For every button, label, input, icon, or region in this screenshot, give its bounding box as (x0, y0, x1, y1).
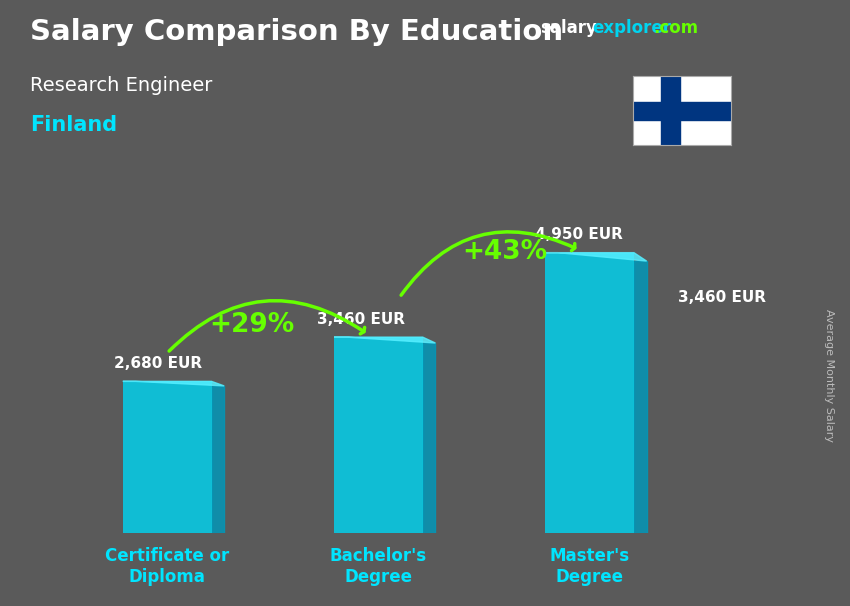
Text: 3,460 EUR: 3,460 EUR (318, 312, 405, 327)
Text: explorer: explorer (592, 19, 672, 38)
Bar (334, 337, 422, 533)
Polygon shape (122, 381, 224, 386)
Text: .com: .com (654, 19, 699, 38)
Text: Average Monthly Salary: Average Monthly Salary (824, 309, 834, 442)
Text: Research Engineer: Research Engineer (30, 76, 212, 95)
Text: Salary Comparison By Education: Salary Comparison By Education (30, 18, 563, 46)
Text: +29%: +29% (209, 312, 294, 338)
Polygon shape (212, 386, 224, 533)
Text: +43%: +43% (462, 239, 547, 265)
Text: 4,950 EUR: 4,950 EUR (536, 227, 623, 242)
Polygon shape (545, 253, 647, 261)
Text: 2,680 EUR: 2,680 EUR (115, 356, 202, 371)
Polygon shape (634, 261, 647, 533)
Bar (633, 102, 731, 119)
Text: salary: salary (540, 19, 597, 38)
Bar (122, 381, 212, 533)
Bar (660, 76, 680, 145)
Polygon shape (334, 337, 435, 343)
Bar (545, 253, 634, 533)
Text: 3,460 EUR: 3,460 EUR (678, 290, 767, 305)
Polygon shape (422, 343, 435, 533)
Text: Finland: Finland (30, 115, 116, 135)
